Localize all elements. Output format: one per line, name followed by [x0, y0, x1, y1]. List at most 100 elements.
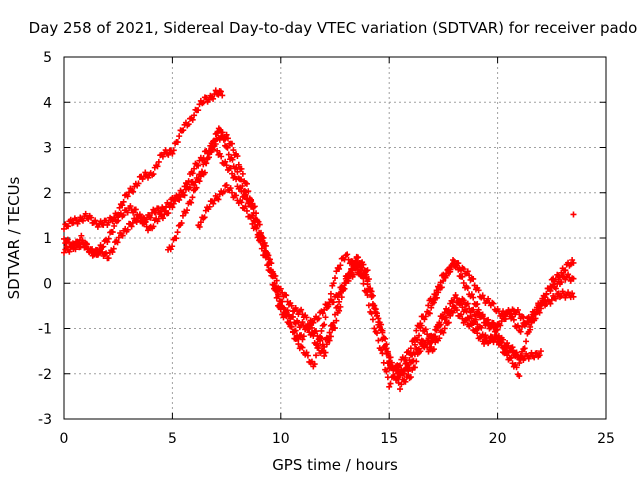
data-point [165, 151, 172, 158]
data-point [258, 235, 265, 242]
data-point [299, 344, 306, 351]
data-point [479, 311, 486, 318]
data-point [330, 299, 337, 306]
data-point [227, 185, 234, 192]
data-point [288, 302, 295, 309]
data-point [130, 188, 137, 195]
data-point [426, 310, 433, 317]
data-point [109, 249, 116, 256]
data-point [169, 204, 176, 211]
data-point [565, 271, 572, 278]
y-tick-label: 4 [43, 95, 52, 111]
data-point [528, 314, 535, 321]
data-point [269, 268, 276, 275]
data-point [67, 216, 74, 223]
data-point [414, 336, 421, 343]
data-point [570, 275, 577, 282]
data-point [392, 363, 399, 370]
data-point [443, 272, 450, 279]
data-point [104, 238, 111, 245]
data-point [416, 345, 423, 352]
data-point [374, 330, 381, 337]
data-point [218, 153, 225, 160]
data-point [272, 272, 279, 279]
data-point [78, 232, 85, 239]
data-point [440, 277, 447, 284]
data-point [322, 314, 329, 321]
data-point [313, 328, 320, 335]
data-point [159, 215, 166, 222]
data-point [284, 307, 291, 314]
x-tick-label: 5 [168, 431, 177, 447]
data-point [402, 354, 409, 361]
data-point [213, 135, 220, 142]
data-point [229, 156, 236, 163]
x-axis-label: GPS time / hours [272, 456, 398, 474]
data-point [509, 313, 516, 320]
data-point [322, 349, 329, 356]
data-point [66, 239, 73, 246]
data-point [410, 357, 417, 364]
data-point [497, 322, 504, 329]
data-point [321, 343, 328, 350]
series-track-6 [425, 256, 577, 335]
data-point [318, 327, 325, 334]
data-point [230, 147, 237, 154]
data-point [416, 332, 423, 339]
y-tick-label: 3 [43, 141, 52, 157]
data-point [222, 158, 229, 165]
data-point [407, 345, 414, 352]
chart-title: Day 258 of 2021, Sidereal Day-to-day VTE… [29, 19, 638, 37]
data-point [114, 239, 121, 246]
data-point [533, 306, 540, 313]
y-tick-label: 2 [43, 186, 52, 202]
data-point [332, 311, 338, 318]
data-point [371, 325, 378, 332]
data-point [493, 332, 500, 339]
data-point [430, 296, 437, 303]
data-point [229, 189, 236, 196]
data-point [425, 302, 432, 309]
data-point [455, 260, 462, 267]
data-point [223, 182, 230, 189]
data-point [464, 285, 471, 292]
data-point [468, 321, 475, 328]
data-point [165, 210, 172, 217]
data-point [299, 336, 306, 343]
data-point [428, 338, 435, 345]
data-point [332, 275, 338, 282]
data-point [223, 162, 230, 169]
data-point [475, 309, 482, 316]
data-point [453, 307, 460, 314]
data-point [194, 176, 201, 183]
data-point [386, 383, 393, 390]
y-tick-label: 1 [43, 231, 52, 247]
data-point [142, 219, 149, 226]
data-point [197, 219, 204, 226]
data-point [238, 165, 245, 172]
data-point [273, 277, 280, 284]
data-point [543, 291, 550, 298]
data-point [256, 221, 263, 228]
data-point [220, 135, 227, 142]
data-point [239, 170, 246, 177]
data-point [340, 285, 347, 292]
data-point [405, 368, 412, 375]
data-point [206, 203, 213, 210]
data-point [224, 144, 231, 151]
data-point [191, 112, 198, 119]
data-point [364, 278, 371, 285]
data-point [452, 292, 459, 299]
data-point [411, 364, 418, 371]
data-point [478, 333, 485, 340]
series-track-4 [165, 125, 577, 393]
data-point [513, 364, 520, 371]
data-point [233, 164, 240, 171]
data-point [508, 344, 515, 351]
data-point [368, 291, 375, 298]
data-point [253, 225, 260, 232]
data-point [337, 289, 344, 296]
data-point [184, 207, 191, 214]
y-axis-label: SDTVAR / TECUs [5, 176, 23, 299]
data-point [180, 189, 187, 196]
